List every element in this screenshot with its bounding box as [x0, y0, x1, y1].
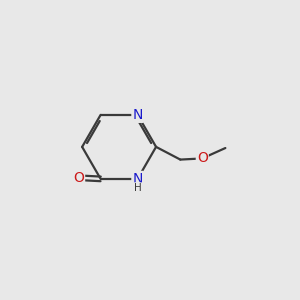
Text: N: N: [132, 108, 143, 122]
Text: N: N: [132, 172, 143, 186]
Text: O: O: [73, 171, 84, 185]
Text: O: O: [197, 152, 208, 165]
Text: H: H: [134, 183, 142, 193]
